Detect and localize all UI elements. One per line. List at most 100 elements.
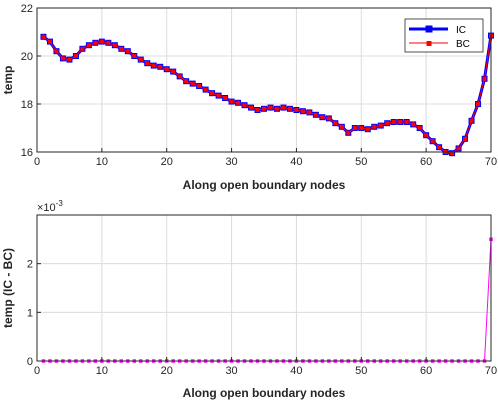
- bottom-chart-grid: [36, 215, 492, 362]
- x-tick-label: 40: [290, 156, 302, 168]
- series-bc-point: [333, 121, 338, 126]
- series-bc-point: [424, 133, 429, 138]
- series-bc-point: [300, 109, 305, 114]
- series-bc-point: [437, 145, 442, 150]
- series-bc-point: [242, 103, 247, 108]
- series-bc-point: [171, 69, 176, 74]
- series-bc-point: [210, 91, 215, 96]
- series-bc-point: [125, 49, 130, 54]
- series-bc-point: [404, 120, 409, 124]
- series-bc-point: [450, 151, 455, 156]
- series-bc-point: [67, 57, 72, 62]
- x-tick-label: 30: [225, 365, 237, 377]
- y-tick-label: 16: [21, 147, 33, 159]
- legend-label-ic: IC: [456, 25, 466, 36]
- series-bc-point: [249, 105, 254, 110]
- series-bc-point: [262, 106, 266, 111]
- series-bc-point: [99, 39, 104, 44]
- series-bc-point: [372, 124, 377, 129]
- x-tick-label: 40: [290, 365, 302, 377]
- legend-box: [404, 18, 484, 53]
- x-tick-label: 50: [355, 365, 367, 377]
- series-bc-point: [417, 126, 422, 130]
- exponent-base: ×10: [37, 202, 56, 214]
- x-tick-label: 0: [34, 156, 40, 168]
- x-tick-label: 20: [161, 365, 173, 377]
- y-tick-label: 20: [21, 51, 33, 63]
- bottom-chart-x-ticks: 0 10 20 30 40 50 60 70: [34, 357, 497, 377]
- series-bc-point: [469, 118, 474, 123]
- x-tick-label: 50: [355, 156, 367, 168]
- exponent-power: -3: [56, 199, 64, 208]
- x-tick-label: 60: [420, 156, 432, 168]
- series-bc-point: [145, 61, 150, 66]
- y-tick-label: 18: [21, 99, 33, 111]
- top-chart-x-ticks: 0 10 20 30 40 50 60 70: [34, 148, 497, 168]
- x-tick-label: 10: [96, 156, 108, 168]
- legend-marker-ic: [425, 25, 433, 33]
- series-bc-point: [138, 57, 143, 62]
- series-bc-point: [255, 108, 260, 112]
- series-bc-point: [93, 40, 98, 45]
- series-bc-point: [456, 146, 461, 151]
- series-bc-point: [339, 124, 344, 129]
- series-bc-point: [391, 120, 396, 124]
- series-bc-point: [47, 39, 52, 44]
- series-bc-point: [236, 100, 241, 105]
- legend-marker-bc: [426, 41, 432, 46]
- series-bc-point: [274, 106, 279, 111]
- x-tick-label: 70: [485, 365, 497, 377]
- series-bc-point: [80, 46, 85, 51]
- bottom-chart-series: [41, 237, 493, 363]
- bottom-chart-x-label: Along open boundary nodes: [183, 386, 346, 400]
- series-bc-point: [326, 116, 331, 121]
- y-tick-label: 22: [21, 3, 33, 15]
- series-bc-point: [398, 120, 403, 124]
- series-bc-point: [385, 121, 390, 126]
- x-tick-label: 30: [225, 156, 237, 168]
- series-bc-point: [223, 96, 228, 100]
- y-tick-label: 0: [27, 356, 33, 368]
- series-bc-point: [307, 110, 312, 115]
- series-bc-point: [359, 126, 364, 130]
- series-bc-point: [106, 40, 111, 45]
- bottom-chart-axes-box: [36, 214, 492, 362]
- top-chart-series: [40, 32, 494, 157]
- top-chart-axes-box: [36, 7, 492, 153]
- series-diff-line: [43, 239, 492, 362]
- series-bc-point: [197, 84, 202, 88]
- x-tick-label: 20: [161, 156, 173, 168]
- bottom-chart-y-label: temp (IC - BC): [1, 248, 15, 328]
- x-tick-label: 70: [485, 156, 497, 168]
- top-chart-x-label: Along open boundary nodes: [183, 178, 346, 192]
- series-bc-point: [54, 49, 59, 54]
- series-bc-point: [60, 56, 65, 61]
- series-bc-point: [346, 130, 351, 135]
- series-bc-point: [268, 105, 273, 110]
- series-bc-point: [294, 108, 299, 112]
- series-bc-point: [190, 81, 195, 86]
- x-tick-label: 0: [34, 365, 40, 377]
- top-chart-y-label: temp: [1, 66, 15, 95]
- top-chart-legend: IC BC: [404, 18, 484, 53]
- series-bc-point: [463, 136, 468, 141]
- bottom-chart-y-exponent: ×10-3: [37, 199, 63, 214]
- series-bc-point: [430, 139, 435, 144]
- series-bc-point: [482, 76, 487, 81]
- series-bc-point: [112, 43, 117, 48]
- top-chart-y-ticks: 16 18 20 22: [21, 3, 41, 159]
- y-tick-label: 1: [27, 307, 33, 319]
- x-tick-label: 60: [420, 365, 432, 377]
- series-bc-point: [352, 126, 357, 130]
- series-bc-point: [184, 79, 189, 84]
- series-bc-point: [158, 64, 163, 69]
- series-bc-point: [177, 74, 182, 79]
- series-bc-point: [287, 106, 292, 111]
- x-tick-label: 10: [96, 365, 108, 377]
- series-bc-point: [229, 99, 234, 104]
- top-chart: 0 10 20 30 40 50 60 70 16 18 20 22 Along open boun…: [1, 3, 497, 192]
- series-bc-point: [41, 34, 46, 39]
- series-bc-point: [164, 67, 169, 72]
- series-bc-line: [43, 35, 492, 154]
